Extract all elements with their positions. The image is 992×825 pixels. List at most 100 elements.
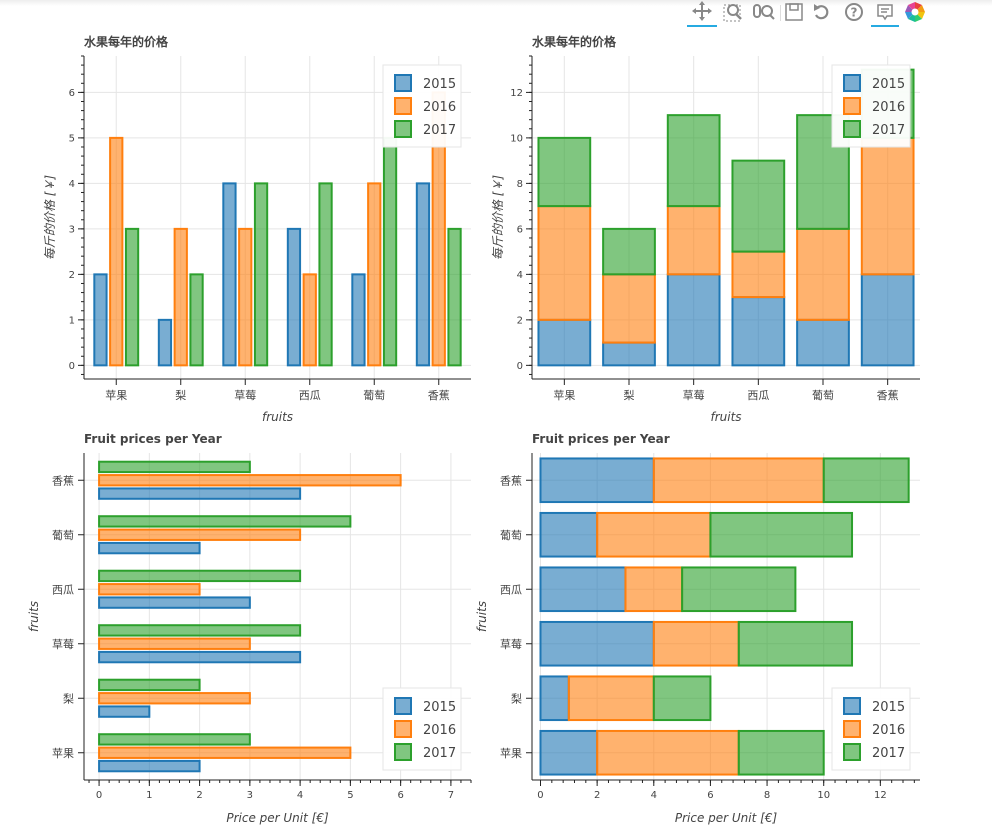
reset-tool[interactable] (814, 4, 829, 20)
bar-2017-5 (447, 227, 462, 367)
help-tool[interactable]: ? (845, 3, 863, 21)
category-label: 草莓 (683, 389, 705, 402)
tick-label: 1 (146, 790, 152, 801)
pan-tool-active-bar (687, 25, 717, 27)
axes (83, 453, 471, 781)
category-label: 香蕉 (877, 389, 899, 402)
category-label: 梨 (63, 691, 74, 705)
x-axis-label: fruits (710, 410, 741, 424)
tick-label: 8 (517, 179, 523, 190)
tick-label: 6 (69, 88, 75, 99)
category-label: 苹果 (553, 388, 575, 402)
bar-2016-5 (98, 474, 402, 487)
legend-swatch-2015 (843, 697, 861, 715)
bar-2016-0 (109, 136, 124, 367)
category-label: 苹果 (500, 746, 522, 760)
bars (98, 460, 402, 773)
tick-label: 0 (96, 790, 102, 801)
bokeh-logo[interactable] (905, 2, 925, 22)
save-icon (785, 3, 803, 21)
bar-2016-2 (238, 227, 253, 367)
bar-2015-0 (537, 318, 592, 367)
reset-icon (814, 4, 829, 20)
bar-2017-0 (98, 733, 251, 746)
bar-2015-3 (98, 596, 251, 609)
tick-label: 2 (517, 315, 523, 326)
tick-label: 10 (510, 133, 523, 144)
tick-label: 6 (517, 224, 523, 235)
legend-swatch-2017 (843, 743, 861, 761)
tick-label: 0 (517, 361, 523, 372)
x-axis-label: fruits (262, 410, 293, 424)
bar-2017-2 (737, 620, 854, 667)
value-ticks: 0 2 4 6 8 10 12 (510, 55, 532, 375)
pan-tool[interactable] (687, 1, 717, 27)
legend-swatch-2017 (394, 743, 412, 761)
tick-label: 0 (69, 361, 75, 372)
tick-label: 12 (510, 88, 523, 99)
category-label: 西瓜 (299, 389, 321, 402)
bar-2016-1 (173, 227, 188, 367)
bar-2015-0 (539, 729, 599, 776)
bar-2016-0 (596, 729, 740, 776)
bar-2017-1 (98, 678, 201, 692)
category-label: 西瓜 (52, 583, 74, 596)
tick-label: 12 (874, 790, 887, 801)
legend-label: 2015 (423, 700, 456, 715)
chart-stacked-vertical[interactable]: 0 2 4 6 8 10 12 苹果 梨 草莓 西瓜 葡萄 香蕉 水果每年的价格 fruits 每斤的价格 [… (491, 34, 920, 424)
bar-2015-5 (860, 273, 915, 367)
value-ticks: 0 2 4 6 8 10 12 (537, 780, 915, 801)
bar-2015-2 (222, 182, 237, 367)
bar-2016-1 (98, 692, 251, 705)
category-label: 梨 (175, 388, 186, 402)
category-ticks: 苹果 梨 草莓 西瓜 葡萄 香蕉 (553, 379, 899, 402)
chart-grouped-horizontal[interactable]: 0 1 2 3 4 5 6 7 苹果 梨 草莓 西瓜 葡萄 香蕉 Fruit prices per Year… (27, 432, 472, 825)
chart-title: Fruit prices per Year (532, 432, 670, 446)
bar-2015-2 (666, 273, 721, 367)
legend: 2015 2016 2017 (382, 687, 462, 771)
legend-label: 2015 (872, 700, 905, 715)
value-ticks: 0 1 2 3 4 5 6 7 (88, 780, 472, 801)
bar-2015-3 (286, 227, 302, 367)
tick-label: 3 (69, 224, 75, 235)
y-axis-label: fruits (475, 601, 489, 632)
bar-2017-2 (253, 182, 269, 367)
top-shadow (0, 0, 992, 6)
bar-2016-4 (98, 528, 302, 541)
category-label: 香蕉 (428, 389, 450, 402)
chart-title: Fruit prices per Year (84, 432, 222, 446)
chart-title: 水果每年的价格 (532, 34, 617, 49)
category-label: 香蕉 (52, 474, 74, 487)
chart-grouped-vertical[interactable]: 0 1 2 3 4 5 6 苹果 梨 草莓 西瓜 葡萄 香蕉 水果每年的价格 fruits 每斤的价格 [￥]… (43, 34, 471, 424)
legend-label: 2017 (423, 746, 456, 761)
category-label: 西瓜 (747, 389, 769, 402)
chart-stacked-horizontal[interactable]: 0 2 4 6 8 10 12 苹果 梨 草莓 西瓜 葡萄 香蕉 Fruit prices per Yea… (475, 432, 920, 825)
toolbar-divider (780, 5, 781, 21)
bar-2015-1 (539, 675, 570, 722)
hover-tool[interactable] (871, 4, 899, 27)
tick-label: 0 (537, 790, 543, 801)
category-ticks: 苹果 梨 草莓 西瓜 葡萄 香蕉 (500, 474, 532, 760)
bar-2017-2 (666, 114, 721, 208)
svg-text:?: ? (851, 6, 858, 20)
bar-2017-5 (822, 457, 910, 504)
box-zoom-tool[interactable] (723, 4, 742, 22)
legend-label: 2016 (872, 100, 905, 115)
tick-label: 2 (196, 790, 202, 801)
legend-label: 2017 (872, 123, 905, 138)
legend-label: 2017 (872, 746, 905, 761)
bar-2017-4 (382, 136, 398, 367)
category-label: 苹果 (52, 746, 74, 760)
axes (83, 56, 471, 380)
bar-2016-2 (652, 620, 740, 667)
category-label: 草莓 (52, 638, 74, 651)
save-tool[interactable] (785, 3, 803, 21)
tick-label: 4 (517, 270, 523, 281)
category-label: 葡萄 (500, 529, 522, 542)
tick-label: 6 (397, 790, 403, 801)
category-ticks: 苹果 梨 草莓 西瓜 葡萄 香蕉 (105, 379, 450, 402)
legend-swatch-2017 (394, 120, 412, 138)
category-label: 葡萄 (812, 389, 834, 402)
wheel-zoom-tool[interactable] (753, 4, 775, 20)
